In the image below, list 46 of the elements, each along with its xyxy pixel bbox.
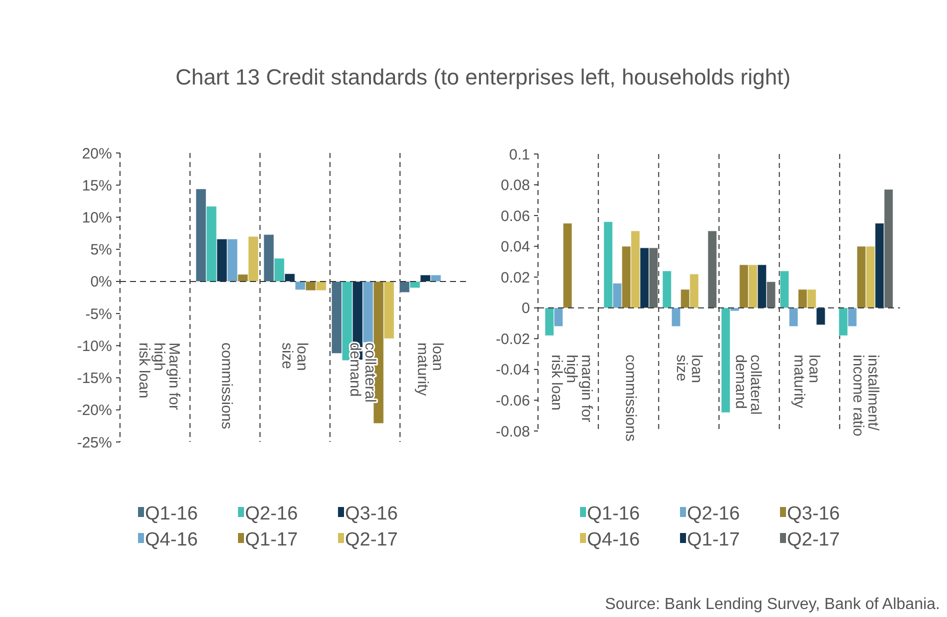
- y-tick-label: 10%: [82, 209, 112, 226]
- y-tick-label: 0.06: [500, 208, 530, 225]
- x-tick-label: margin for high risk loan: [548, 354, 596, 422]
- y-tick-label: 5%: [90, 242, 112, 259]
- y-tick-label: 0%: [90, 274, 112, 291]
- y-tick-label: -15%: [76, 370, 112, 388]
- y-tick-label: 0.08: [500, 177, 530, 194]
- legend-label: Q3-16: [787, 504, 840, 525]
- bar: [662, 270, 672, 308]
- legend-label: Q1-16: [145, 504, 198, 525]
- bar: [780, 270, 790, 308]
- legend-label: Q4-16: [145, 530, 198, 551]
- bar: [788, 308, 798, 327]
- y-tick-label: -0.02: [496, 330, 530, 348]
- y-tick-label: 20%: [82, 145, 112, 162]
- y-tick-label: 15%: [82, 177, 112, 194]
- y-tick-label: 0.02: [500, 269, 530, 286]
- source-note: Source: Bank Lending Survey, Bank of Albania.: [604, 596, 940, 613]
- y-tick-label: -0.08: [496, 423, 530, 440]
- legend-label: Q1-17: [687, 530, 740, 551]
- y-tick-label: -10%: [76, 338, 112, 355]
- chart-title: Chart 13 Credit standards (to enterprises left, households right): [175, 64, 791, 90]
- x-tick-label: loan size: [673, 354, 706, 384]
- x-tick-label: commissions: [218, 342, 236, 430]
- y-tick-label: 0: [522, 300, 530, 318]
- y-tick-label: -0.06: [496, 392, 530, 410]
- x-tick-label: commissions: [622, 354, 639, 442]
- y-tick-label: 0.04: [500, 238, 530, 256]
- y-tick-label: -0.04: [496, 362, 530, 379]
- bar: [562, 222, 572, 308]
- legend-label: Q2-17: [345, 530, 398, 551]
- legend-label: Q1-16: [587, 504, 640, 525]
- y-tick-label: -20%: [76, 402, 112, 420]
- bar: [671, 308, 681, 327]
- y-tick-label: -25%: [76, 434, 112, 452]
- x-tick-label: loan size: [278, 342, 310, 371]
- y-tick-label: 0.1: [509, 146, 530, 164]
- legend-label: Q4-16: [587, 530, 640, 551]
- legend-label: Q2-16: [687, 504, 740, 525]
- x-tick-label: Margin for high risk loan: [135, 342, 182, 410]
- legend-label: Q2-17: [787, 530, 840, 551]
- legend-label: Q3-16: [345, 504, 398, 525]
- legend-label: Q2-16: [245, 504, 298, 525]
- y-tick-label: -5%: [85, 306, 112, 323]
- bar: [708, 230, 717, 308]
- legend-label: Q1-17: [245, 530, 298, 551]
